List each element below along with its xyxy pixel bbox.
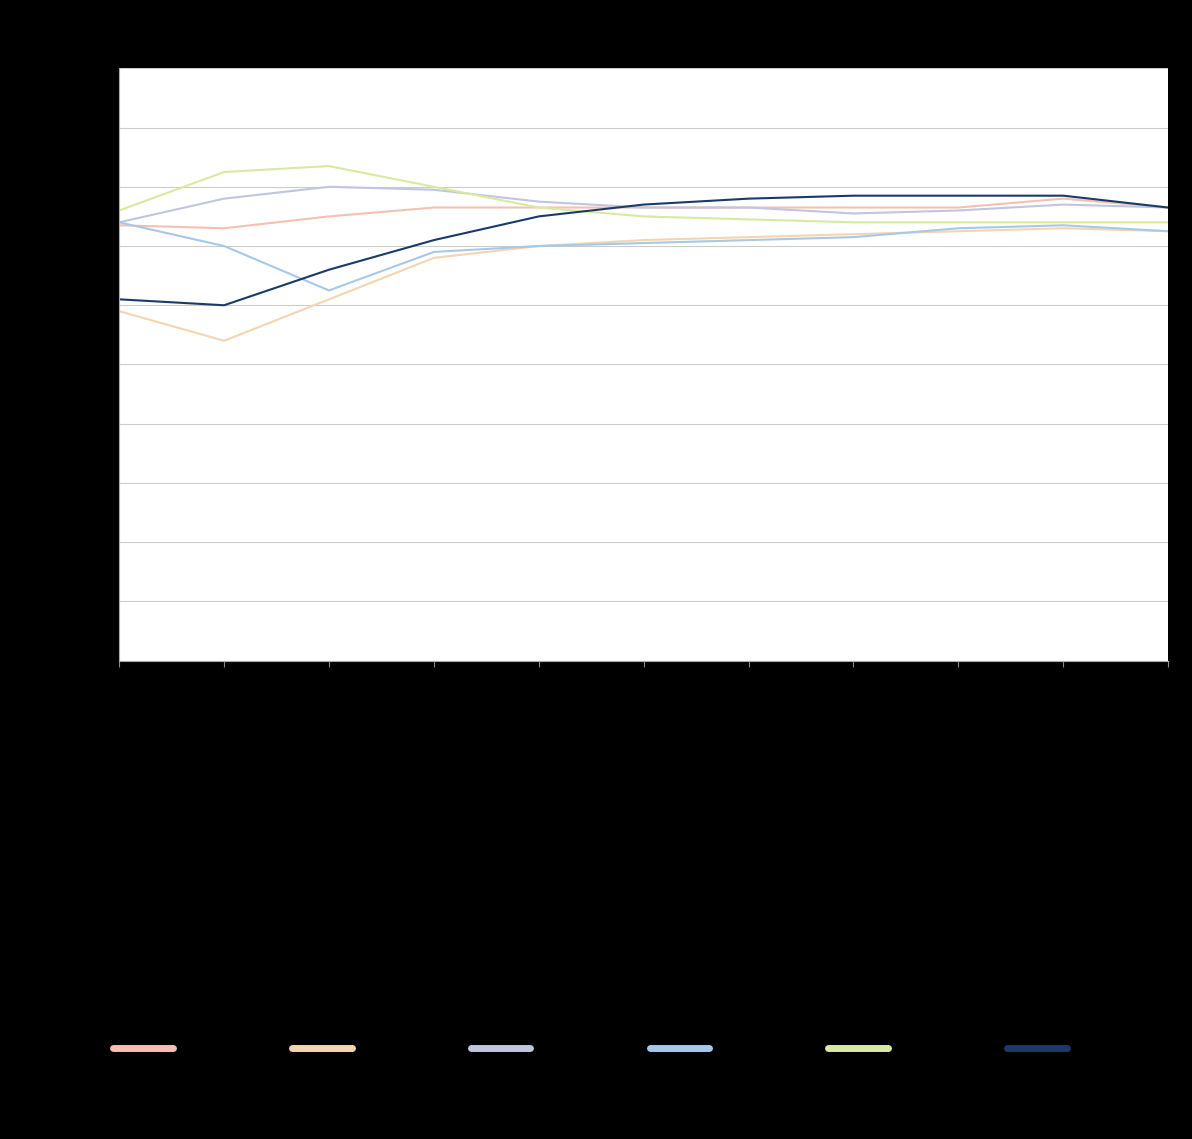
Line: 2019: 2019 [119, 228, 1168, 341]
2017 [322, 180, 336, 194]
2016 [532, 200, 546, 214]
1998 [112, 293, 126, 306]
2017 [846, 206, 861, 220]
1998 [1161, 200, 1175, 214]
1998 [846, 189, 861, 203]
1998 [427, 233, 441, 247]
2020 [637, 236, 651, 249]
2016 [951, 200, 966, 214]
2017 [1056, 198, 1070, 212]
2019 [217, 334, 231, 347]
2019 [1056, 221, 1070, 235]
2020 [741, 233, 756, 247]
2016 [322, 210, 336, 223]
2015 [637, 210, 651, 223]
2016 [427, 200, 441, 214]
2020 [322, 284, 336, 297]
2020 [1161, 224, 1175, 238]
2016 [1161, 200, 1175, 214]
2017 [532, 195, 546, 208]
2015 [951, 215, 966, 229]
2017 [427, 183, 441, 197]
1998 [637, 198, 651, 212]
2019 [427, 251, 441, 264]
2017 [741, 200, 756, 214]
2020 [427, 245, 441, 259]
2015 [322, 159, 336, 173]
2020 [1056, 219, 1070, 232]
2017 [217, 191, 231, 205]
1998 [532, 210, 546, 223]
2017 [951, 204, 966, 218]
2015 [1056, 215, 1070, 229]
2020 [532, 239, 546, 253]
2016 [741, 200, 756, 214]
1998 [322, 263, 336, 277]
2019 [637, 233, 651, 247]
2020 [951, 221, 966, 235]
2020 [217, 239, 231, 253]
2015 [112, 204, 126, 218]
2019 [741, 230, 756, 244]
1998 [1056, 189, 1070, 203]
2015 [741, 213, 756, 227]
Line: 2016: 2016 [119, 198, 1168, 228]
2019 [846, 228, 861, 241]
2016 [112, 219, 126, 232]
Line: 2020: 2020 [119, 222, 1168, 290]
2015 [532, 200, 546, 214]
2017 [637, 200, 651, 214]
2015 [846, 215, 861, 229]
1998 [217, 298, 231, 312]
Line: 2015: 2015 [119, 166, 1168, 222]
2017 [1161, 200, 1175, 214]
2020 [846, 230, 861, 244]
2020 [112, 215, 126, 229]
2016 [637, 200, 651, 214]
2016 [1056, 191, 1070, 205]
2019 [532, 239, 546, 253]
2015 [217, 165, 231, 179]
1998 [741, 191, 756, 205]
2016 [846, 200, 861, 214]
2016 [217, 221, 231, 235]
Line: 1998: 1998 [119, 196, 1168, 305]
2017 [112, 215, 126, 229]
2019 [322, 293, 336, 306]
2019 [112, 304, 126, 318]
1998 [951, 189, 966, 203]
Line: 2017: 2017 [119, 187, 1168, 222]
2019 [951, 224, 966, 238]
2019 [1161, 224, 1175, 238]
2015 [1161, 215, 1175, 229]
2015 [427, 180, 441, 194]
